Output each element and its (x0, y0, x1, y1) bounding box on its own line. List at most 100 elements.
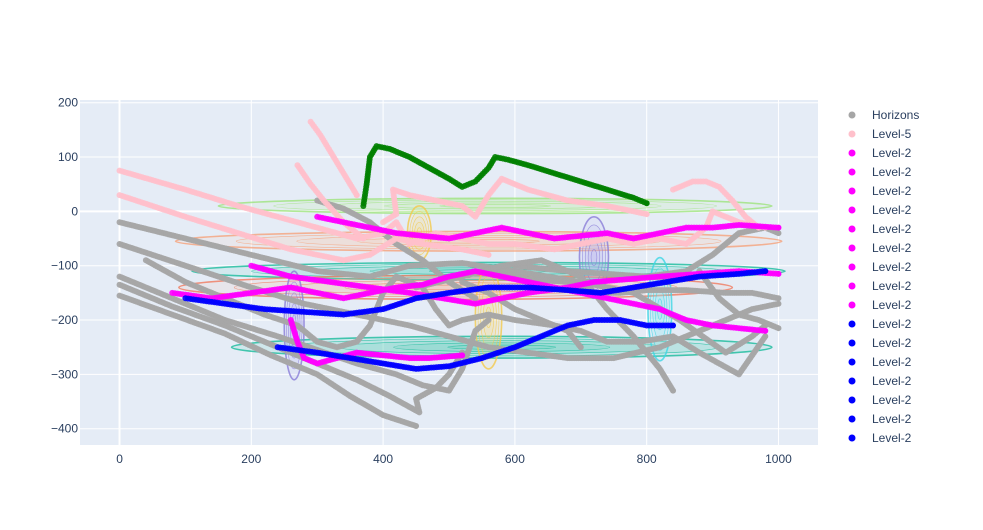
x-tick-label: 1000 (765, 452, 792, 466)
series-pink (307, 118, 360, 199)
legend-label: Horizons (872, 108, 919, 122)
legend-marker (848, 415, 856, 423)
legend-label: Level-2 (872, 374, 912, 388)
x-tick-label: 800 (637, 452, 657, 466)
legend-item[interactable]: Level-2 (848, 165, 912, 179)
legend-item[interactable]: Level-2 (848, 146, 912, 160)
y-tick-label: −400 (51, 422, 78, 436)
data-point (762, 268, 769, 275)
data-point (360, 235, 367, 242)
legend-marker (848, 263, 856, 271)
y-tick-label: 0 (71, 204, 78, 218)
legend-label: Level-2 (872, 298, 912, 312)
legend-item[interactable]: Horizons (848, 108, 920, 122)
data-point (643, 200, 650, 207)
legend-marker (848, 206, 856, 214)
legend-label: Level-2 (872, 222, 912, 236)
y-tick-label: 200 (58, 96, 78, 110)
data-point (472, 295, 479, 302)
legend-marker (848, 301, 856, 309)
legend-label: Level-2 (872, 146, 912, 160)
legend-item[interactable]: Level-2 (848, 431, 912, 445)
legend-item[interactable]: Level-2 (848, 355, 912, 369)
legend-item[interactable]: Level-2 (848, 317, 912, 331)
data-point (775, 325, 782, 332)
series-gray (116, 281, 466, 416)
series-blue (182, 268, 769, 318)
legend-item[interactable]: Level-2 (848, 260, 912, 274)
legend-label: Level-2 (872, 355, 912, 369)
data-point (775, 230, 782, 237)
legend-item[interactable]: Level-2 (848, 393, 912, 407)
data-point (353, 192, 360, 199)
legend-marker (848, 130, 856, 138)
data-point (775, 300, 782, 307)
legend-label: Level-2 (872, 260, 912, 274)
legend-item[interactable]: Level-2 (848, 298, 912, 312)
data-point (485, 251, 492, 258)
y-tick-label: −100 (51, 259, 78, 273)
legend-item[interactable]: Level-2 (848, 222, 912, 236)
legend-label: Level-2 (872, 431, 912, 445)
legend-marker (848, 225, 856, 233)
data-point (775, 270, 782, 277)
data-point (670, 322, 677, 329)
series-gray (696, 268, 782, 332)
data-point (577, 344, 584, 351)
x-tick-label: 400 (373, 452, 393, 466)
legend-marker (848, 339, 856, 347)
legend-item[interactable]: Level-2 (848, 241, 912, 255)
y-tick-label: −200 (51, 313, 78, 327)
legend-item[interactable]: Level-5 (848, 127, 912, 141)
data-point (775, 224, 782, 231)
legend-label: Level-2 (872, 412, 912, 426)
x-tick-label: 600 (505, 452, 525, 466)
legend-label: Level-2 (872, 203, 912, 217)
legend-label: Level-5 (872, 127, 912, 141)
legend[interactable]: Horizons Level-5 Level-2 Level-2 Level-2 Leve… (848, 108, 920, 445)
legend-marker (848, 358, 856, 366)
x-tick-label: 200 (241, 452, 261, 466)
legend-marker (848, 111, 856, 119)
data-point (762, 333, 769, 340)
legend-marker (848, 282, 856, 290)
legend-label: Level-2 (872, 241, 912, 255)
legend-item[interactable]: Level-2 (848, 412, 912, 426)
y-tick-label: −300 (51, 367, 78, 381)
legend-label: Level-2 (872, 393, 912, 407)
legend-marker (848, 377, 856, 385)
data-point (670, 387, 677, 394)
legend-item[interactable]: Level-2 (848, 374, 912, 388)
data-point (485, 317, 492, 324)
data-point (762, 327, 769, 334)
cluster-ellipse (590, 249, 598, 267)
legend-label: Level-2 (872, 165, 912, 179)
legend-marker (848, 149, 856, 157)
legend-item[interactable]: Level-2 (848, 279, 912, 293)
series-pink (116, 192, 492, 264)
series-layer (116, 118, 782, 429)
data-point (413, 422, 420, 429)
series-blue (274, 317, 677, 372)
legend-item[interactable]: Level-2 (848, 336, 912, 350)
legend-marker (848, 187, 856, 195)
legend-marker (848, 244, 856, 252)
legend-item[interactable]: Level-2 (848, 203, 912, 217)
x-tick-label: 0 (116, 452, 123, 466)
data-point (459, 352, 466, 359)
series-magenta (314, 213, 782, 242)
data-point (643, 211, 650, 218)
legend-label: Level-2 (872, 336, 912, 350)
legend-label: Level-2 (872, 184, 912, 198)
series-pink (380, 175, 650, 226)
legend-marker (848, 320, 856, 328)
legend-item[interactable]: Level-2 (848, 184, 912, 198)
y-tick-label: 100 (58, 150, 78, 164)
legend-marker (848, 434, 856, 442)
legend-label: Level-2 (872, 317, 912, 331)
data-point (775, 295, 782, 302)
series-gray (116, 292, 420, 429)
